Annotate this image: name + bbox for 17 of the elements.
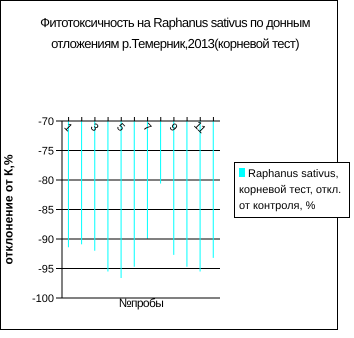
x-axis-title: №пробы xyxy=(118,296,164,310)
y-tick-label: -85 xyxy=(38,204,54,216)
y-tick-label: -90 xyxy=(38,234,54,246)
y-tick-label: -70 xyxy=(38,116,54,128)
y-tick-label: -80 xyxy=(38,174,54,187)
x-tick-label: 11 xyxy=(191,119,208,136)
x-tick-label: 9 xyxy=(166,121,180,134)
x-tick-label: 3 xyxy=(88,121,101,134)
y-tick-label: -75 xyxy=(38,145,54,158)
x-tick-label: 5 xyxy=(114,121,127,134)
y-tick-label: -100 xyxy=(32,292,54,305)
x-tick-label: 7 xyxy=(140,121,154,134)
y-axis-title: отклонение от К,% xyxy=(1,154,16,264)
chart-title: Фитотоксичность на Raphanus sativus по донным отложениям р.Темерник,2013(корневой тест) xyxy=(40,14,310,53)
legend-label: Raphanus sativus, корневой тест, откл. от контроля, % xyxy=(239,167,342,214)
y-tick-label: -95 xyxy=(38,263,54,276)
x-tick-label: 1 xyxy=(61,121,74,134)
